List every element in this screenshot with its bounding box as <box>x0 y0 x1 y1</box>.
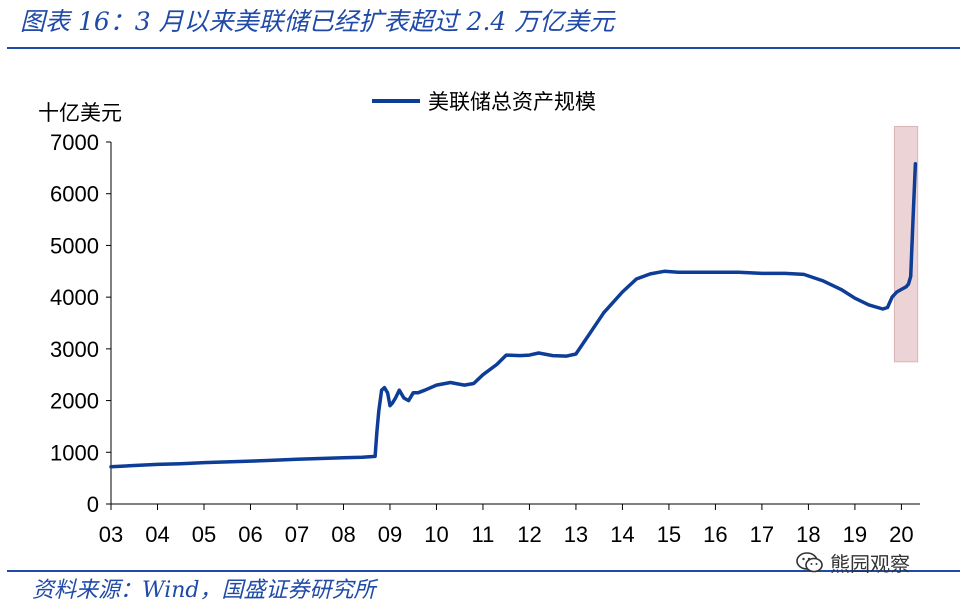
x-tick-label: 10 <box>424 522 448 547</box>
highlight-region <box>893 125 919 363</box>
x-tick-label: 08 <box>331 522 355 547</box>
x-tick-label: 19 <box>843 522 867 547</box>
x-tick-label: 04 <box>145 522 169 547</box>
series-line-fed-total-assets <box>109 161 918 469</box>
x-tick-label: 09 <box>378 522 402 547</box>
x-tick-label: 17 <box>750 522 774 547</box>
x-tick-label: 18 <box>796 522 820 547</box>
watermark: 熊园观察 <box>796 548 910 577</box>
x-tick-label: 12 <box>517 522 541 547</box>
x-tick-label: 06 <box>238 522 262 547</box>
y-tick-label: 4000 <box>50 285 99 310</box>
x-tick-label: 05 <box>192 522 216 547</box>
x-tick-label: 03 <box>99 522 123 547</box>
y-tick-label: 6000 <box>50 182 99 207</box>
figure-title: 图表 16：3 月以来美联储已经扩表超过 2.4 万亿美元 <box>20 7 615 36</box>
x-tick-label: 14 <box>610 522 634 547</box>
x-tick-label: 16 <box>703 522 727 547</box>
wechat-icon <box>796 551 824 574</box>
title-rule <box>7 47 960 49</box>
y-tick-label: 1000 <box>50 440 99 465</box>
x-tick-label: 11 <box>472 522 495 547</box>
x-tick-label: 20 <box>889 522 913 547</box>
watermark-text: 熊园观察 <box>830 552 910 576</box>
y-axis-label: 十亿美元 <box>38 102 122 125</box>
x-tick-label: 13 <box>564 522 588 547</box>
source-note: 资料来源：Wind，国盛证券研究所 <box>32 578 376 603</box>
source-rule <box>7 570 960 572</box>
x-tick-label: 15 <box>657 522 681 547</box>
line-chart: 0 1000 2000 3000 4000 5000 6000 7000 十亿美元 03 04 05 0… <box>38 91 920 547</box>
y-tick-label: 3000 <box>50 337 99 362</box>
y-tick-label: 7000 <box>50 130 99 155</box>
y-tick-label: 2000 <box>50 389 99 414</box>
legend-label: 美联储总资产规模 <box>428 91 596 114</box>
y-tick-label: 0 <box>87 492 99 517</box>
y-tick-label: 5000 <box>50 233 99 258</box>
x-tick-label: 07 <box>285 522 309 547</box>
